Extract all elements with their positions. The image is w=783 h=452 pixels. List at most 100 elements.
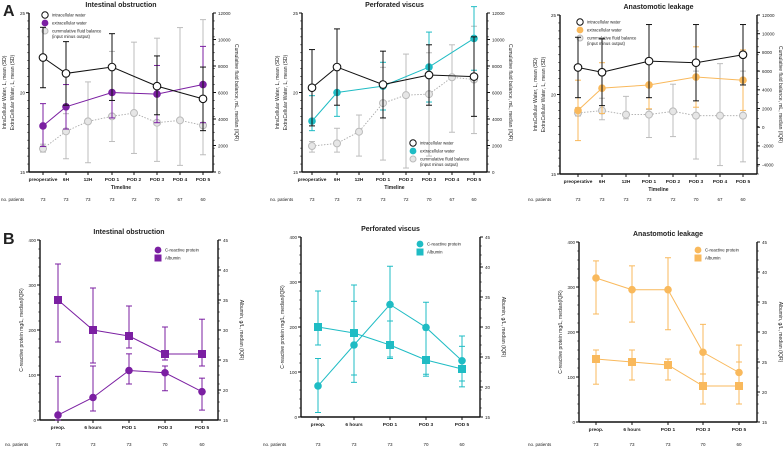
- right-tick-label: 8000: [218, 64, 229, 69]
- right-tick-label: 10000: [218, 37, 231, 42]
- left-tick-label: 25: [551, 13, 557, 18]
- chart-title: Perforated viscus: [361, 226, 420, 233]
- x-tick-label: POD 4: [445, 177, 460, 183]
- chart-panel-3: Intestinal obstruction 0 100 200 300 400 15 20 2…: [5, 229, 244, 447]
- legend-label: Albumin: [427, 250, 443, 255]
- n-patients-value: 60: [199, 442, 205, 447]
- n-patients-value: 73: [63, 197, 69, 202]
- data-point-c-reactive-protein: [664, 285, 672, 294]
- left-tick-label: 20: [20, 90, 26, 95]
- n-patients-value: 72: [403, 197, 409, 202]
- data-point-intracellular-water: [424, 70, 434, 80]
- right-axis-title: Cumulative fluid balance, mL, median (IQ…: [507, 44, 513, 141]
- data-point-albumin: [422, 356, 430, 364]
- right-tick-label: 15: [223, 418, 229, 423]
- right-tick-label: 15: [485, 415, 491, 420]
- right-tick-label: 0: [218, 170, 221, 175]
- right-axis-title: Cumulative fluid balance, mL, median (IQ…: [233, 44, 239, 141]
- data-point-albumin: [664, 361, 672, 369]
- n-patients-label: no. patients: [528, 197, 552, 202]
- n-patients-value: 73: [90, 442, 96, 447]
- legend-label: C-reactive protein: [427, 242, 462, 247]
- x-tick-label: POD 3: [689, 179, 704, 185]
- right-tick-label: 30: [485, 325, 491, 330]
- data-point-albumin: [628, 358, 636, 366]
- data-point-cummulative-fluid-balance: [448, 73, 456, 82]
- n-patients-value: 73: [126, 442, 132, 447]
- left-axis-title: IntraCellular Water, L, mean (SD): [2, 55, 8, 129]
- n-patients-value: 72: [670, 197, 676, 202]
- right-tick-label: 35: [485, 295, 491, 300]
- n-patients-value: 73: [646, 197, 652, 202]
- left-tick-label: 400: [28, 238, 36, 243]
- data-point-albumin: [89, 326, 97, 334]
- right-tick-label: 0: [492, 170, 495, 175]
- legend-label-sub: (input minus output): [420, 162, 459, 167]
- right-tick-label: 25: [223, 358, 229, 363]
- x-tick-label: POD 1: [376, 177, 391, 183]
- x-tick-label: 6 hours: [84, 425, 102, 431]
- chart-title: Anastomotic leakage: [633, 231, 703, 238]
- data-point-c-reactive-protein: [161, 368, 169, 377]
- data-point-intracellular-water: [644, 56, 654, 66]
- legend-marker: [694, 246, 702, 254]
- left-axis-title: ExtraCellular Water, L, mean (SD): [283, 54, 289, 130]
- n-patients-value: 73: [85, 197, 91, 202]
- right-tick-label: 45: [762, 240, 768, 245]
- n-patients-label: no. patients: [528, 442, 552, 447]
- x-tick-label: 6H: [599, 179, 606, 185]
- left-axis-title: C-reactive protein mg/L, median(IQR): [19, 288, 25, 372]
- legend-label-sub: (input minus output): [587, 41, 626, 46]
- left-tick-label: 15: [293, 170, 299, 175]
- x-tick-label: POD 2: [666, 179, 681, 185]
- n-patients-value: 73: [593, 442, 599, 447]
- n-patients-value: 73: [356, 197, 362, 202]
- data-point-intracellular-water: [469, 72, 479, 81]
- data-point-albumin: [735, 382, 743, 390]
- legend-marker: [41, 19, 49, 27]
- left-tick-label: 200: [289, 325, 297, 330]
- n-patients-value: 73: [629, 442, 635, 447]
- data-point-c-reactive-protein: [422, 323, 430, 332]
- n-patients-label: no. patients: [263, 442, 287, 447]
- data-point-cummulative-fluid-balance: [355, 127, 363, 136]
- data-point-c-reactive-protein: [89, 393, 97, 402]
- left-tick-label: 15: [551, 172, 557, 177]
- data-point-albumin: [125, 332, 133, 340]
- left-tick-label: 400: [289, 235, 297, 240]
- n-patients-value: 70: [700, 442, 706, 447]
- data-point-c-reactive-protein: [699, 348, 707, 357]
- legend-label: intracellular water: [52, 13, 86, 18]
- legend-marker: [409, 139, 417, 147]
- right-tick-label: -4000: [762, 162, 774, 167]
- x-axis-title: Timeline: [111, 185, 131, 191]
- legend-label: Albumin: [705, 256, 721, 261]
- n-patients-value: 60: [200, 197, 206, 202]
- left-tick-label: 300: [28, 283, 36, 288]
- x-tick-label: preop.: [51, 425, 66, 431]
- right-tick-label: 6000: [492, 90, 503, 95]
- right-tick-label: 45: [223, 238, 229, 243]
- left-tick-label: 25: [20, 11, 26, 16]
- panel-label-a: A: [3, 3, 15, 20]
- left-axis-title: IntraCellular Water, L, mean (SD): [275, 55, 281, 129]
- left-axis-title: C-reactive protein mg/L, median(IQR): [280, 285, 286, 369]
- right-axis-title: Albumin, g/L, median (IQR): [777, 302, 783, 363]
- legend-label: C-reactive protein: [165, 248, 200, 253]
- n-patients-value: 60: [736, 442, 742, 447]
- data-point-intracellular-water: [107, 62, 117, 72]
- left-tick-label: 300: [289, 280, 297, 285]
- x-tick-label: preop.: [589, 427, 604, 433]
- n-patients-value: 73: [351, 442, 357, 447]
- chart-panel-2: Anastomotic leakage 15 20 25 -4000 -2000 0 2000…: [528, 4, 783, 202]
- data-point-albumin: [458, 365, 466, 373]
- legend-marker: [409, 155, 417, 163]
- right-tick-label: 6000: [218, 90, 229, 95]
- n-patients-value: 60: [459, 442, 465, 447]
- right-tick-label: 2000: [492, 143, 503, 148]
- x-tick-label: preop.: [311, 422, 326, 428]
- data-point-cummulative-fluid-balance: [645, 110, 653, 119]
- legend-label: cummulative fluid balance: [420, 157, 470, 162]
- x-tick-label: POD 3: [150, 177, 165, 183]
- n-patients-label: no. patients: [270, 197, 294, 202]
